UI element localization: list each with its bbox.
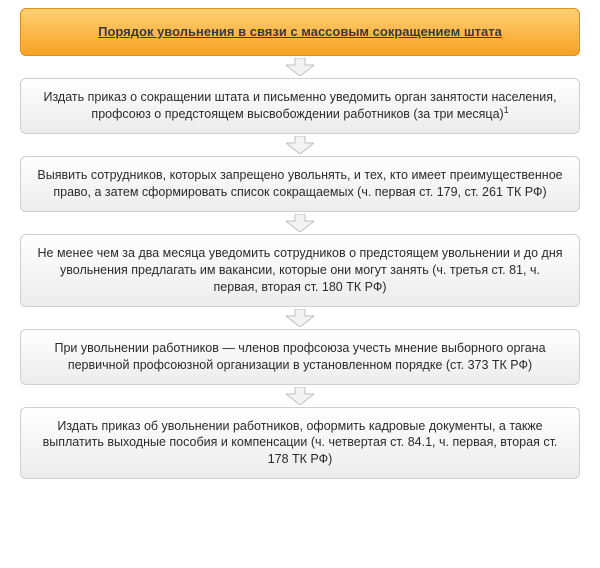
footnote-marker: 1: [504, 105, 509, 115]
flow-step-4: При увольнении работников — членов профс…: [20, 329, 580, 385]
dismissal-flowchart: Порядок увольнения в связи с массовым со…: [14, 8, 586, 479]
arrow-down-icon: [286, 387, 314, 405]
arrow-down-icon: [286, 309, 314, 327]
arrow-down-icon: [286, 58, 314, 76]
flow-step-3: Не менее чем за два месяца уведомить сот…: [20, 234, 580, 307]
flow-step-5: Издать приказ об увольнении работников, …: [20, 407, 580, 480]
flow-step-text: Издать приказ об увольнении работников, …: [43, 419, 558, 467]
flow-step-text: Выявить сотрудников, которых запрещено у…: [37, 168, 562, 199]
arrow-down-icon: [286, 214, 314, 232]
flow-title-text: Порядок увольнения в связи с массовым со…: [98, 24, 502, 39]
flow-step-text: Не менее чем за два месяца уведомить сот…: [38, 246, 563, 294]
flow-step-text: При увольнении работников — членов профс…: [54, 341, 545, 372]
flow-title-box: Порядок увольнения в связи с массовым со…: [20, 8, 580, 56]
flow-step-1: Издать приказ о сокращении штата и письм…: [20, 78, 580, 135]
flow-step-2: Выявить сотрудников, которых запрещено у…: [20, 156, 580, 212]
flow-step-text: Издать приказ о сокращении штата и письм…: [43, 90, 556, 122]
arrow-down-icon: [286, 136, 314, 154]
